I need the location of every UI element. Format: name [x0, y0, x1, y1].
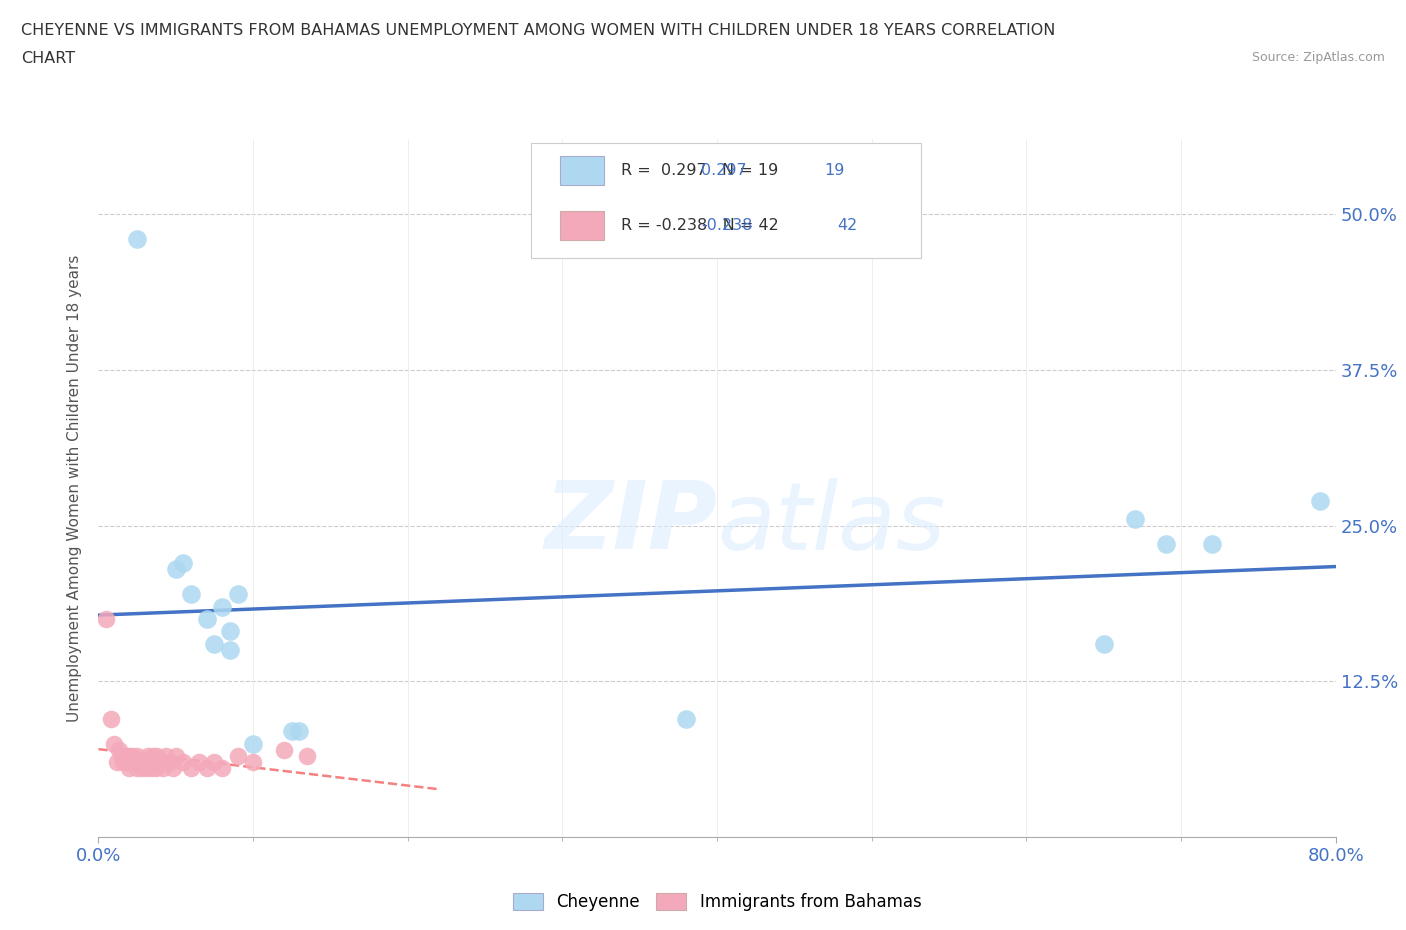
Point [136, 749, 159, 764]
Point [1309, 493, 1331, 508]
Point [219, 624, 242, 639]
Point [226, 749, 249, 764]
Point [103, 737, 125, 751]
Point [143, 755, 166, 770]
Text: ZIP: ZIP [544, 477, 717, 569]
Point [211, 761, 233, 776]
Point [145, 761, 167, 776]
Point [127, 761, 149, 776]
Point [107, 742, 129, 757]
Text: 42: 42 [837, 218, 858, 232]
Point [112, 755, 135, 770]
Point [134, 755, 156, 770]
FancyBboxPatch shape [560, 155, 605, 185]
Point [1092, 636, 1115, 651]
Point [138, 755, 160, 770]
Point [173, 555, 195, 570]
Point [1123, 512, 1146, 526]
Point [142, 749, 165, 764]
Text: -0.238: -0.238 [702, 218, 752, 232]
Point [129, 755, 152, 770]
FancyBboxPatch shape [560, 211, 605, 240]
Text: R = -0.238   N = 42: R = -0.238 N = 42 [620, 218, 779, 232]
Point [173, 755, 195, 770]
FancyBboxPatch shape [531, 143, 921, 259]
Point [273, 742, 295, 757]
Point [242, 737, 264, 751]
Point [204, 636, 226, 651]
Point [195, 761, 218, 776]
Text: CHEYENNE VS IMMIGRANTS FROM BAHAMAS UNEMPLOYMENT AMONG WOMEN WITH CHILDREN UNDER: CHEYENNE VS IMMIGRANTS FROM BAHAMAS UNEM… [21, 23, 1056, 38]
Point [159, 755, 181, 770]
Point [100, 711, 122, 726]
Point [155, 749, 177, 764]
Point [149, 755, 172, 770]
Point [281, 724, 304, 738]
Text: 0.297: 0.297 [702, 163, 747, 178]
Point [211, 599, 233, 614]
Point [288, 724, 311, 738]
Point [118, 761, 141, 776]
Point [195, 612, 218, 627]
Point [165, 749, 187, 764]
Point [139, 761, 162, 776]
Point [131, 761, 153, 776]
Legend: Cheyenne, Immigrants from Bahamas: Cheyenne, Immigrants from Bahamas [505, 884, 929, 920]
Text: atlas: atlas [717, 478, 945, 568]
Point [242, 755, 264, 770]
Text: 19: 19 [825, 163, 845, 178]
Point [124, 755, 146, 770]
Point [180, 587, 202, 602]
Point [1154, 537, 1177, 551]
Point [152, 761, 174, 776]
Text: Source: ZipAtlas.com: Source: ZipAtlas.com [1251, 51, 1385, 64]
Point [180, 761, 202, 776]
Point [162, 761, 184, 776]
Point [121, 749, 143, 764]
Point [127, 232, 149, 246]
Text: R =  0.297   N = 19: R = 0.297 N = 19 [620, 163, 778, 178]
Point [96, 612, 118, 627]
Point [204, 755, 226, 770]
Point [1201, 537, 1223, 551]
Point [117, 755, 139, 770]
Point [135, 761, 157, 776]
Point [219, 643, 242, 658]
Point [127, 749, 149, 764]
Point [115, 749, 138, 764]
Point [226, 587, 249, 602]
Y-axis label: Unemployment Among Women with Children Under 18 years: Unemployment Among Women with Children U… [67, 255, 83, 722]
Point [297, 749, 319, 764]
Point [111, 749, 134, 764]
Point [188, 755, 211, 770]
Point [105, 755, 128, 770]
Point [146, 749, 169, 764]
Point [165, 562, 187, 577]
Point [118, 749, 141, 764]
Point [675, 711, 697, 726]
Text: CHART: CHART [21, 51, 75, 66]
